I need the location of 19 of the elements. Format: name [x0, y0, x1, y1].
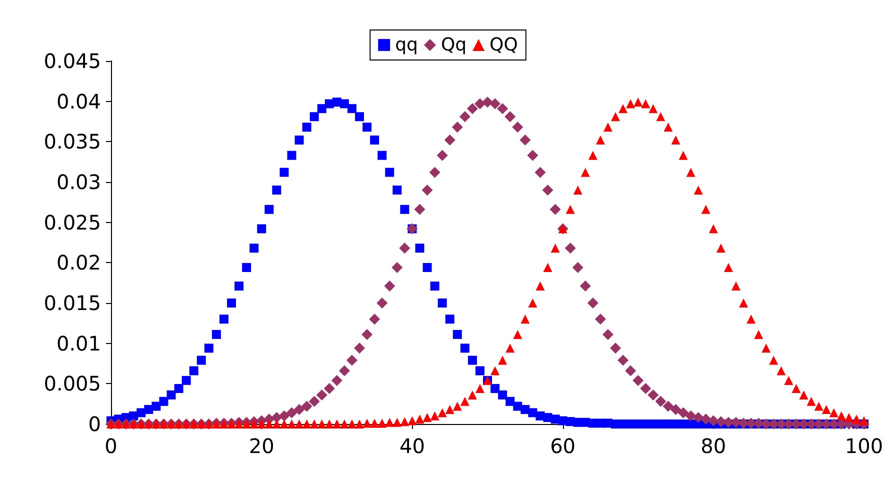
- x-tick-label: 100: [844, 434, 884, 458]
- y-tick-label: 0.01: [56, 331, 101, 356]
- y-tick-label: 0.03: [56, 170, 101, 194]
- y-tick-label: 0: [88, 412, 101, 436]
- legend-label: QQ: [490, 34, 518, 56]
- legend-label: Qq: [440, 34, 467, 56]
- y-tick-label: 0.005: [44, 372, 101, 396]
- y-tick-label: 0.015: [44, 291, 101, 315]
- x-tick-label: 60: [550, 434, 576, 458]
- y-tick-label: 0.035: [44, 130, 101, 154]
- y-tick-label: 0.02: [56, 250, 101, 275]
- y-tick-label: 0.045: [44, 49, 101, 73]
- y-tick-label: 0.04: [56, 89, 101, 114]
- x-tick-label: 40: [399, 434, 425, 458]
- x-tick-label: 0: [104, 434, 118, 458]
- y-tick-label: 0.025: [44, 210, 101, 234]
- legend-label: qq: [395, 34, 418, 56]
- x-tick-label: 20: [248, 434, 274, 458]
- x-tick-label: 80: [700, 434, 726, 458]
